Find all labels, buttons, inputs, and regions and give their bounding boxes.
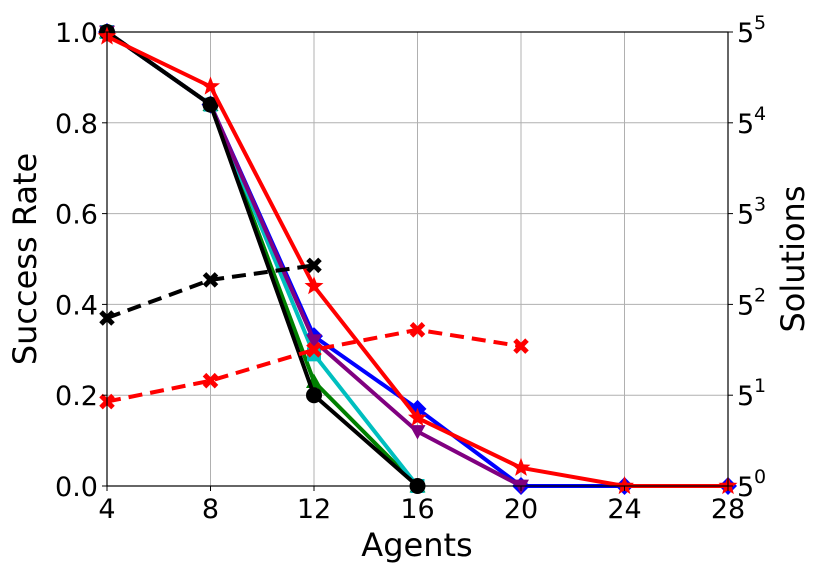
right-y-axis-ticks: 5 05 15 25 35 45 5: [728, 12, 766, 503]
left-y-tick-label: 0.2: [55, 381, 98, 412]
right-y-tick-exponent: 1: [754, 375, 766, 397]
data-point: [202, 372, 219, 389]
data-point: [201, 76, 220, 95]
right-y-tick-exponent: 3: [754, 194, 766, 216]
left-y-tick-label: 0.6: [55, 200, 98, 231]
series-4: [99, 24, 426, 494]
data-point: [408, 407, 427, 426]
x-tick-label: 24: [607, 494, 641, 525]
x-axis-ticks: 4 8 12 16 20 24 28: [98, 486, 745, 525]
series-line: [105, 30, 420, 488]
series-2: [100, 25, 425, 493]
right-y-tick-base: 5: [737, 109, 754, 140]
x-axis-label: Agents: [361, 526, 472, 564]
x-tick-label: 28: [711, 494, 745, 525]
data-point: [306, 334, 322, 349]
data-point: [202, 272, 219, 288]
x-tick-label: 20: [504, 494, 538, 525]
right-y-tick-base: 5: [737, 290, 754, 321]
data-point: [513, 338, 529, 354]
right-y-tick-base: 5: [737, 200, 754, 231]
x-tick-label: 16: [400, 494, 434, 525]
right-y-tick-exponent: 5: [754, 12, 766, 34]
right-y-tick-exponent: 2: [754, 284, 766, 306]
right-y-tick-base: 5: [737, 381, 754, 412]
right-y-tick-exponent: 0: [754, 466, 766, 488]
right-y-axis-label: Solutions: [774, 185, 812, 332]
data-point: [202, 96, 219, 113]
data-point: [409, 425, 426, 440]
data-point: [304, 276, 324, 295]
series-line: [105, 30, 419, 488]
right-y-tick-base: 5: [737, 18, 754, 49]
data-point: [306, 257, 322, 274]
series-line: [106, 327, 522, 404]
x-tick-label: 8: [202, 494, 219, 525]
right-y-tick-exponent: 4: [754, 103, 766, 125]
left-y-axis-label: Success Rate: [6, 153, 44, 365]
data-point: [306, 387, 322, 404]
x-tick-label: 12: [297, 494, 331, 525]
right-y-tick-base: 5: [737, 472, 754, 503]
x-tick-label: 4: [98, 494, 115, 525]
data-point: [409, 322, 426, 338]
data-point: [306, 342, 322, 358]
data-point: [511, 457, 531, 476]
left-y-tick-label: 1.0: [55, 18, 98, 49]
left-y-axis-ticks: 0.0 0.2 0.4 0.6 0.8 1.0: [55, 18, 107, 503]
left-y-tick-label: 0.0: [55, 472, 98, 503]
data-point: [615, 476, 634, 495]
left-y-tick-label: 0.4: [55, 290, 98, 321]
series-line: [105, 30, 419, 488]
series-1: [99, 24, 426, 493]
left-y-tick-label: 0.8: [55, 109, 98, 140]
